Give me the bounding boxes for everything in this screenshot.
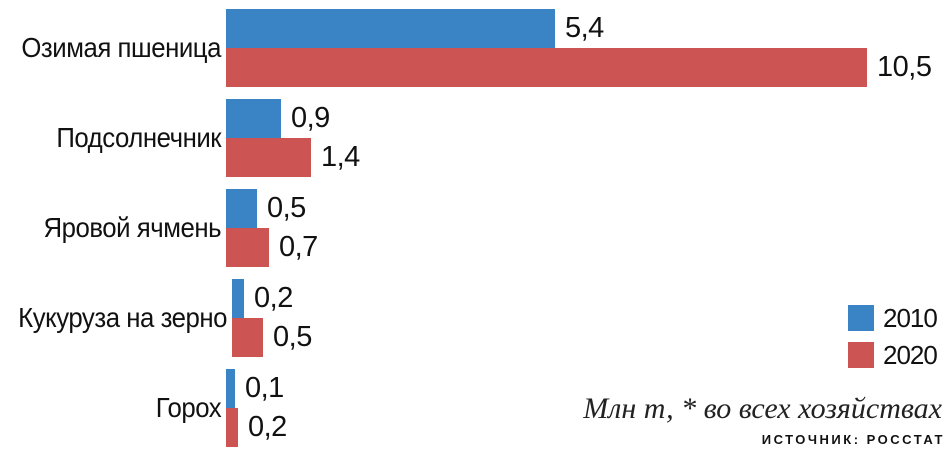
legend-item-2010: 2010 (848, 303, 938, 333)
bar-2020 (226, 408, 238, 447)
value-label: 0,1 (245, 372, 284, 404)
legend-item-2020: 2020 (848, 340, 938, 370)
bar-2010 (226, 369, 235, 408)
value-label: 0,2 (248, 411, 287, 443)
legend-label-2020: 2020 (883, 340, 938, 370)
category-label-text: Подсолнечник (56, 122, 221, 153)
chart-row: Горох 0,1 0,2 (0, 369, 931, 447)
bar-line-2010: 0,2 (232, 279, 312, 318)
chart-row: Подсолнечник 0,9 1,4 (0, 99, 931, 177)
bar-2010 (226, 189, 257, 228)
chart-row: Яровой ячмень 0,5 0,7 (0, 189, 931, 267)
source-credit: ИСТОЧНИК: РОССТАТ (761, 432, 945, 447)
bar-group: 0,9 1,4 (226, 99, 360, 177)
bar-line-2020: 1,4 (226, 138, 360, 177)
bar-2020 (232, 318, 264, 357)
bar-line-2020: 0,5 (232, 318, 312, 357)
legend-label-2010: 2010 (883, 303, 938, 333)
category-label-text: Кукуруза на зерно (18, 302, 228, 333)
bar-2020 (226, 228, 269, 267)
bar-2010 (226, 9, 555, 48)
chart-row: Кукуруза на зерно 0,2 0,5 (0, 279, 931, 357)
bar-line-2020: 10,5 (226, 48, 932, 87)
units-note: Млн т, * во всех хозяйствах (583, 392, 942, 425)
bar-line-2020: 0,2 (226, 408, 287, 447)
value-label: 0,9 (291, 102, 330, 134)
legend-swatch-2010-icon (848, 305, 874, 331)
value-label: 0,5 (267, 192, 306, 224)
legend: 2010 2020 (848, 303, 938, 379)
value-label: 0,2 (254, 282, 293, 314)
value-label: 0,5 (273, 321, 312, 353)
bar-group: 0,1 0,2 (226, 369, 287, 447)
bar-2020 (226, 138, 311, 177)
bar-2020 (226, 48, 867, 87)
category-label: Озимая пшеница (0, 9, 226, 87)
bar-2010 (232, 279, 245, 318)
bar-chart-rows: Озимая пшеница 5,4 10,5 Подсолнечник 0,9 1,4 Я… (0, 9, 932, 447)
category-label-text: Яровой ячмень (43, 212, 221, 243)
category-label: Подсолнечник (0, 99, 226, 177)
category-label: Кукуруза на зерно (0, 279, 232, 357)
category-label-text: Горох (155, 392, 221, 423)
category-label: Горох (0, 369, 226, 447)
category-label: Яровой ячмень (0, 189, 226, 267)
chart-row: Озимая пшеница 5,4 10,5 (0, 9, 932, 87)
legend-swatch-2020-icon (848, 342, 874, 368)
value-label: 10,5 (877, 51, 932, 83)
bar-2010 (226, 99, 281, 138)
value-label: 0,7 (279, 231, 318, 263)
bar-line-2010: 0,9 (226, 99, 360, 138)
bar-group: 0,2 0,5 (232, 279, 312, 357)
bar-line-2010: 0,5 (226, 189, 318, 228)
bar-line-2020: 0,7 (226, 228, 318, 267)
category-label-text: Озимая пшеница (21, 32, 221, 63)
bar-line-2010: 0,1 (226, 369, 287, 408)
value-label: 5,4 (565, 12, 604, 44)
bar-group: 5,4 10,5 (226, 9, 932, 87)
bar-group: 0,5 0,7 (226, 189, 318, 267)
bar-line-2010: 5,4 (226, 9, 931, 48)
value-label: 1,4 (321, 141, 360, 173)
